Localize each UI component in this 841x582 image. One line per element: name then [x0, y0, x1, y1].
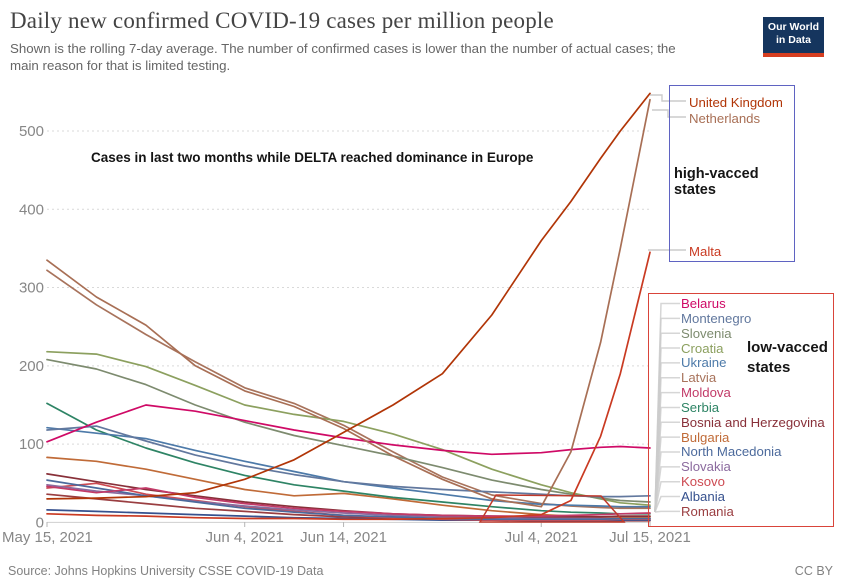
delta-highlight-box [478, 494, 626, 523]
x-axis-label: Jun 14, 2021 [300, 529, 387, 546]
legend-item-latvia[interactable]: Latvia [681, 370, 717, 386]
legend-leader-line [652, 109, 686, 118]
legend-item-netherlands[interactable]: Netherlands [689, 111, 761, 126]
series-line-montenegro[interactable] [46, 425, 651, 498]
subtitle-line-1: Shown is the rolling 7-day average. The … [10, 41, 676, 56]
y-axis-label: 400 [19, 201, 44, 218]
chart-footer: Source: Johns Hopkins University CSSE CO… [8, 564, 833, 578]
high-vacced-group-label: high-vacced states [674, 166, 759, 198]
y-axis-label: 0 [36, 514, 44, 531]
chart-subtitle: Shown is the rolling 7-day average. The … [10, 40, 676, 74]
series-line-ukraine[interactable] [46, 426, 651, 508]
y-axis-label: 100 [19, 436, 44, 453]
legend-leader-line [654, 480, 680, 513]
page-title: Daily new confirmed COVID-19 cases per m… [10, 8, 554, 33]
series-line-bulgaria[interactable] [46, 456, 651, 518]
owid-logo[interactable]: Our World in Data [763, 17, 824, 57]
low-vacced-label-line-2: states [747, 359, 791, 376]
legend-box-high-vacced: high-vacced states United Kingdom Netherl… [669, 85, 795, 262]
y-axis-label: 300 [19, 280, 44, 297]
legend-item-romania[interactable]: Romania [681, 503, 734, 519]
chart-header: Daily new confirmed COVID-19 cases per m… [10, 8, 676, 74]
legend-item-slovakia[interactable]: Slovakia [681, 459, 731, 475]
series-line-netherlands[interactable] [46, 98, 651, 508]
legend-item-united-kingdom[interactable]: United Kingdom [689, 95, 783, 110]
legend-item-bulgaria[interactable]: Bulgaria [681, 429, 730, 445]
source-note: Source: Johns Hopkins University CSSE CO… [8, 564, 324, 578]
legend-item-kosovo[interactable]: Kosovo [681, 474, 725, 490]
legend-item-slovenia[interactable]: Slovenia [681, 325, 732, 341]
legend-item-croatia[interactable]: Croatia [681, 340, 724, 356]
delta-annotation: Cases in last two months while DELTA rea… [91, 150, 534, 165]
x-axis-label: Jun 4, 2021 [206, 529, 284, 546]
series-line-united-kingdom[interactable] [46, 92, 651, 500]
series-line-belarus[interactable] [46, 404, 651, 456]
subtitle-line-2: main reason for that is limited testing. [10, 58, 231, 73]
legend-item-ukraine[interactable]: Ukraine [681, 355, 727, 371]
series-line-malta[interactable] [46, 251, 651, 521]
legend-item-albania[interactable]: Albania [681, 488, 725, 504]
series-line-serbia[interactable] [46, 402, 651, 515]
legend-item-serbia[interactable]: Serbia [681, 399, 720, 415]
license-link[interactable]: CC BY [794, 564, 833, 578]
legend-item-montenegro[interactable]: Montenegro [681, 310, 752, 326]
legend-leader-line [654, 510, 680, 513]
low-vacced-label-line-1: low-vacced [747, 339, 828, 356]
legend-leader-line [654, 495, 680, 513]
x-axis-label: Jul 15, 2021 [609, 529, 691, 546]
series-line-moldova[interactable] [46, 485, 651, 517]
legend-leader-line [650, 94, 686, 102]
owid-logo-line-2: in Data [775, 34, 811, 46]
x-axis-label: Jul 4, 2021 [505, 529, 578, 546]
legend-leader-line [654, 466, 680, 513]
series-line-north-macedonia[interactable] [46, 479, 651, 521]
legend-item-north-macedonia[interactable]: North Macedonia [681, 444, 782, 460]
series-line-latvia[interactable] [46, 269, 651, 510]
owid-logo-line-1: Our World [767, 21, 820, 33]
x-axis-label: May 15, 2021 [2, 529, 93, 546]
y-axis-label: 200 [19, 358, 44, 375]
legend-item-moldova[interactable]: Moldova [681, 385, 731, 401]
y-axis-label: 500 [19, 123, 44, 140]
legend-low-items: Belarus Montenegro Slovenia Croatia Ukraine L… [681, 296, 825, 520]
legend-box-low-vacced: low-vacced states Belarus Montenegro Slove… [648, 293, 834, 527]
legend-item-malta[interactable]: Malta [689, 244, 722, 259]
low-vacced-group-label: low-vacced states [747, 338, 828, 378]
legend-item-belarus[interactable]: Belarus [681, 296, 726, 311]
legend-item-bosnia-and-herzegovina[interactable]: Bosnia and Herzegovina [681, 414, 825, 430]
